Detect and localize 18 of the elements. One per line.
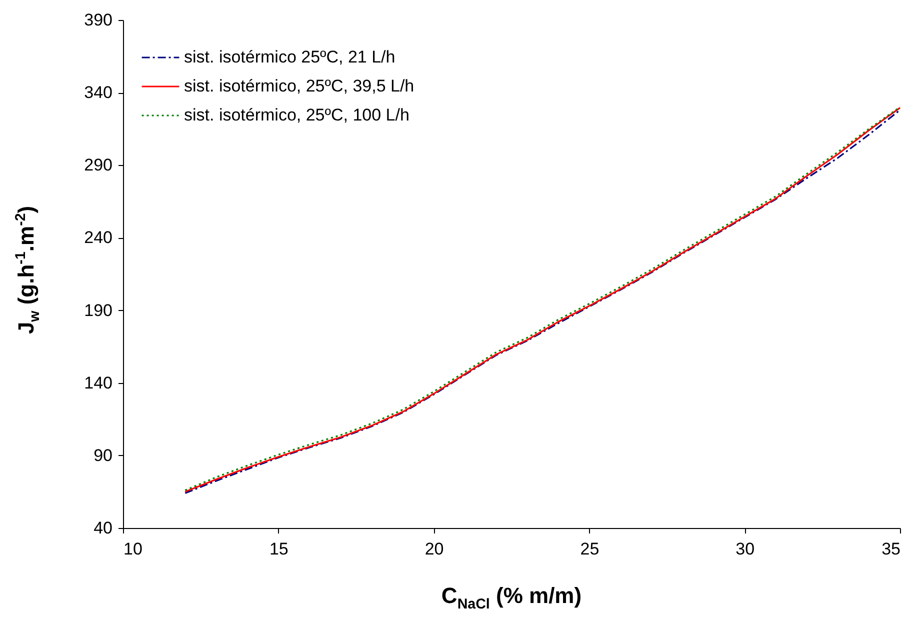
y-tick-label: 90	[94, 446, 112, 465]
x-tick-label: 25	[580, 540, 600, 558]
legend-label: sist. isotérmico 25ºC, 21 L/h	[184, 48, 396, 66]
y-tick-label: 290	[84, 156, 112, 175]
x-tick-label: 15	[269, 540, 288, 558]
y-tick-label: 390	[84, 10, 112, 30]
x-axis-title: C$_{NaCl}$ (% m/m)	[440, 583, 583, 612]
y-tick-label: 190	[84, 300, 112, 320]
legend-label: sist. isotérmico, 25ºC, 100 L/h	[184, 106, 410, 124]
y-tick-label: 40	[94, 518, 112, 538]
x-tick-label: 30	[736, 540, 755, 558]
x-tick-label: 10	[124, 540, 142, 558]
y-tick-label: 340	[84, 83, 112, 102]
y-tick-label: 240	[84, 228, 112, 248]
x-tick-label: 35	[882, 540, 900, 558]
x-tick-label: 20	[424, 540, 444, 558]
y-tick-label: 140	[84, 373, 112, 392]
legend-label: sist. isotérmico, 25ºC, 39,5 L/h	[184, 76, 414, 96]
